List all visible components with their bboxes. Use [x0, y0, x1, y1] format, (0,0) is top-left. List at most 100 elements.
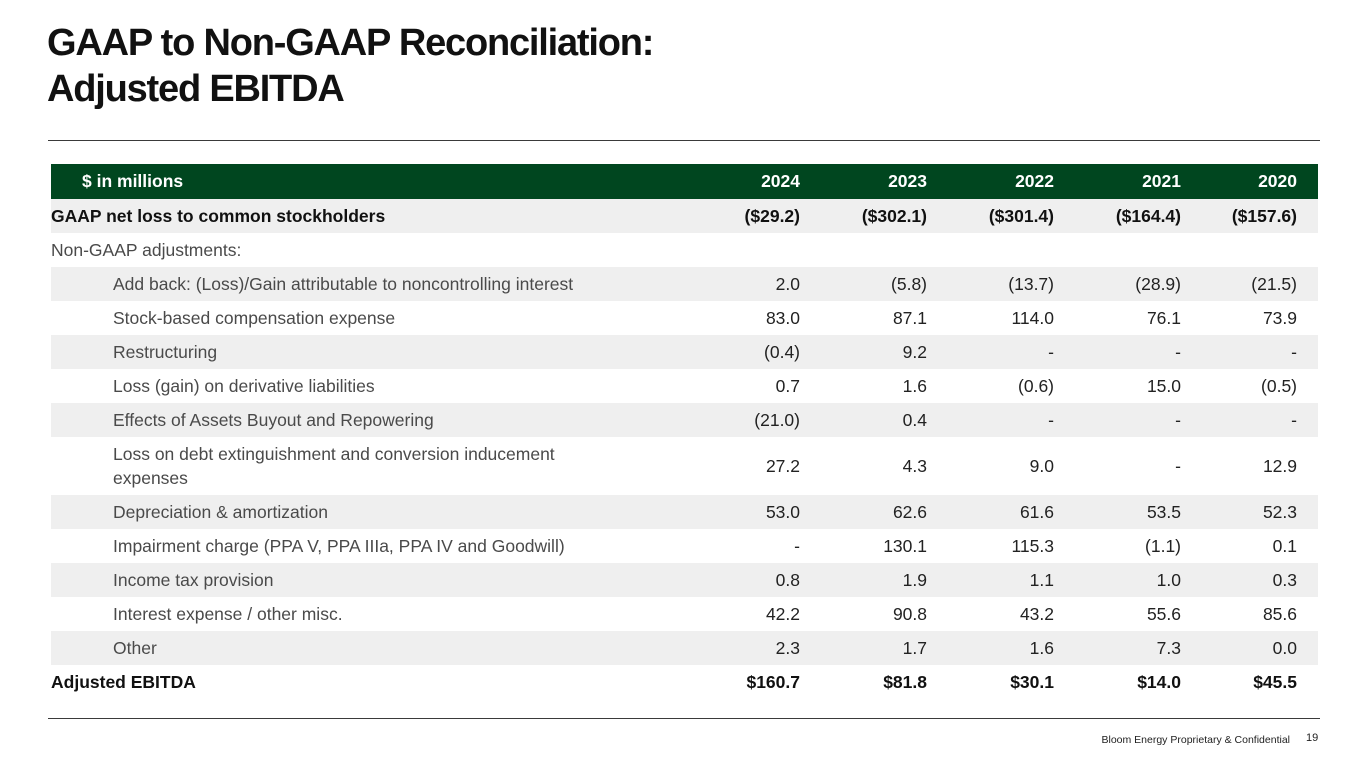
row-label: GAAP net loss to common stockholders	[51, 205, 386, 226]
row-debt-extinguishment: Loss on debt extinguishment and conversi…	[51, 437, 1318, 495]
cell-2023: 130.1	[883, 535, 927, 556]
cell-2024: 53.0	[765, 501, 800, 522]
cell-2021: 7.3	[1156, 637, 1181, 658]
row-gaap-net-loss: GAAP net loss to common stockholders ($2…	[51, 199, 1318, 233]
cell-2021: 1.0	[1156, 569, 1181, 590]
cell-2020: (21.5)	[1251, 273, 1297, 294]
column-header-2023: 2023	[888, 171, 927, 191]
column-header-2020: 2020	[1258, 171, 1297, 191]
cell-2024: -	[794, 535, 800, 556]
cell-2024: 0.8	[775, 569, 800, 590]
cell-2023: 1.9	[902, 569, 927, 590]
cell-2023: 62.6	[892, 501, 927, 522]
row-label: Add back: (Loss)/Gain attributable to no…	[113, 273, 574, 294]
row-label: Interest expense / other misc.	[113, 603, 343, 624]
cell-2022: 43.2	[1019, 603, 1054, 624]
row-label: Loss (gain) on derivative liabilities	[113, 375, 375, 396]
row-non-gaap-adjustments-heading: Non-GAAP adjustments:	[51, 233, 1318, 267]
cell-2023: 4.3	[902, 455, 927, 476]
cell-2021	[1054, 233, 1181, 267]
cell-2020: 0.1	[1272, 535, 1297, 556]
cell-2020: (0.5)	[1261, 375, 1297, 396]
cell-2024: 27.2	[765, 455, 800, 476]
page-title-line-2: Adjusted EBITDA	[47, 68, 345, 110]
row-label: Restructuring	[113, 341, 218, 362]
cell-2020: 0.0	[1272, 637, 1297, 658]
column-header-units: $ in millions	[82, 171, 184, 191]
cell-2024: 2.3	[775, 637, 800, 658]
row-restructuring: Restructuring (0.4) 9.2 - - -	[51, 335, 1318, 369]
cell-2023	[800, 233, 927, 267]
cell-2024: 42.2	[765, 603, 800, 624]
cell-2024: $160.7	[746, 671, 800, 692]
row-derivative-liabilities: Loss (gain) on derivative liabilities 0.…	[51, 369, 1318, 403]
row-label: Stock-based compensation expense	[113, 307, 396, 328]
cell-2020: -	[1291, 409, 1297, 430]
cell-2023: 9.2	[902, 341, 927, 362]
cell-2020: 12.9	[1262, 455, 1297, 476]
cell-2022: $30.1	[1010, 671, 1054, 692]
cell-2024: 0.7	[775, 375, 800, 396]
page-title-line-1: GAAP to Non-GAAP Reconciliation:	[47, 22, 654, 64]
bottom-divider	[48, 718, 1320, 719]
top-divider	[48, 140, 1320, 141]
row-label: Loss on debt extinguishment and conversi…	[113, 444, 555, 488]
cell-2021: 15.0	[1146, 375, 1181, 396]
cell-2021: (1.1)	[1145, 535, 1181, 556]
cell-2024: (0.4)	[764, 341, 800, 362]
cell-2022: (0.6)	[1018, 375, 1054, 396]
row-impairment-charge: Impairment charge (PPA V, PPA IIIa, PPA …	[51, 529, 1318, 563]
cell-2022: -	[1048, 409, 1054, 430]
row-label: Non-GAAP adjustments:	[51, 239, 242, 260]
cell-2021: ($164.4)	[1115, 205, 1181, 226]
row-label: Income tax provision	[113, 569, 274, 590]
cell-2021: -	[1175, 455, 1181, 476]
cell-2022: 61.6	[1019, 501, 1054, 522]
cell-2022: 114.0	[1011, 307, 1055, 328]
cell-2020: 73.9	[1262, 307, 1297, 328]
page-title: GAAP to Non-GAAP Reconciliation: Adjuste…	[47, 20, 654, 112]
row-other: Other 2.3 1.7 1.6 7.3 0.0	[51, 631, 1318, 665]
cell-2020: ($157.6)	[1231, 205, 1297, 226]
cell-2023: 90.8	[892, 603, 927, 624]
row-adjusted-ebitda: Adjusted EBITDA $160.7 $81.8 $30.1 $14.0…	[51, 665, 1318, 699]
cell-2021: 76.1	[1146, 307, 1181, 328]
cell-2022	[927, 233, 1054, 267]
cell-2023: ($302.1)	[861, 205, 927, 226]
cell-2022: 1.6	[1029, 637, 1054, 658]
cell-2020	[1181, 233, 1318, 267]
reconciliation-table: $ in millions 2024 2023 2022 2021 2020 G…	[51, 164, 1318, 699]
cell-2022: 1.1	[1029, 569, 1054, 590]
cell-2023: $81.8	[883, 671, 927, 692]
cell-2022: ($301.4)	[988, 205, 1054, 226]
cell-2023: 0.4	[902, 409, 927, 430]
cell-2022: 115.3	[1011, 535, 1055, 556]
cell-2021: 53.5	[1146, 501, 1181, 522]
cell-2021: (28.9)	[1135, 273, 1181, 294]
cell-2022: -	[1048, 341, 1054, 362]
row-noncontrolling-interest: Add back: (Loss)/Gain attributable to no…	[51, 267, 1318, 301]
column-header-2021: 2021	[1142, 171, 1181, 191]
row-label: Depreciation & amortization	[113, 501, 328, 522]
cell-2020: 52.3	[1262, 501, 1297, 522]
row-depreciation-amortization: Depreciation & amortization 53.0 62.6 61…	[51, 495, 1318, 529]
page-number: 19	[1306, 732, 1319, 744]
table-header-row: $ in millions 2024 2023 2022 2021 2020	[51, 164, 1318, 199]
cell-2021: 55.6	[1146, 603, 1181, 624]
cell-2021: -	[1175, 341, 1181, 362]
cell-2023: (5.8)	[891, 273, 927, 294]
column-header-2024: 2024	[761, 171, 800, 191]
row-label: Adjusted EBITDA	[51, 671, 196, 692]
cell-2020: 85.6	[1262, 603, 1297, 624]
cell-2021: $14.0	[1137, 671, 1181, 692]
cell-2023: 1.6	[902, 375, 927, 396]
cell-2024: ($29.2)	[744, 205, 800, 226]
cell-2024: 2.0	[775, 273, 800, 294]
row-stock-based-compensation: Stock-based compensation expense 83.0 87…	[51, 301, 1318, 335]
confidentiality-footer: Bloom Energy Proprietary & Confidential	[1101, 734, 1290, 746]
row-label: Impairment charge (PPA V, PPA IIIa, PPA …	[113, 535, 565, 556]
row-label: Effects of Assets Buyout and Repowering	[113, 409, 434, 430]
cell-2023: 1.7	[902, 637, 927, 658]
row-assets-buyout-repowering: Effects of Assets Buyout and Repowering …	[51, 403, 1318, 437]
cell-2022: (13.7)	[1008, 273, 1054, 294]
